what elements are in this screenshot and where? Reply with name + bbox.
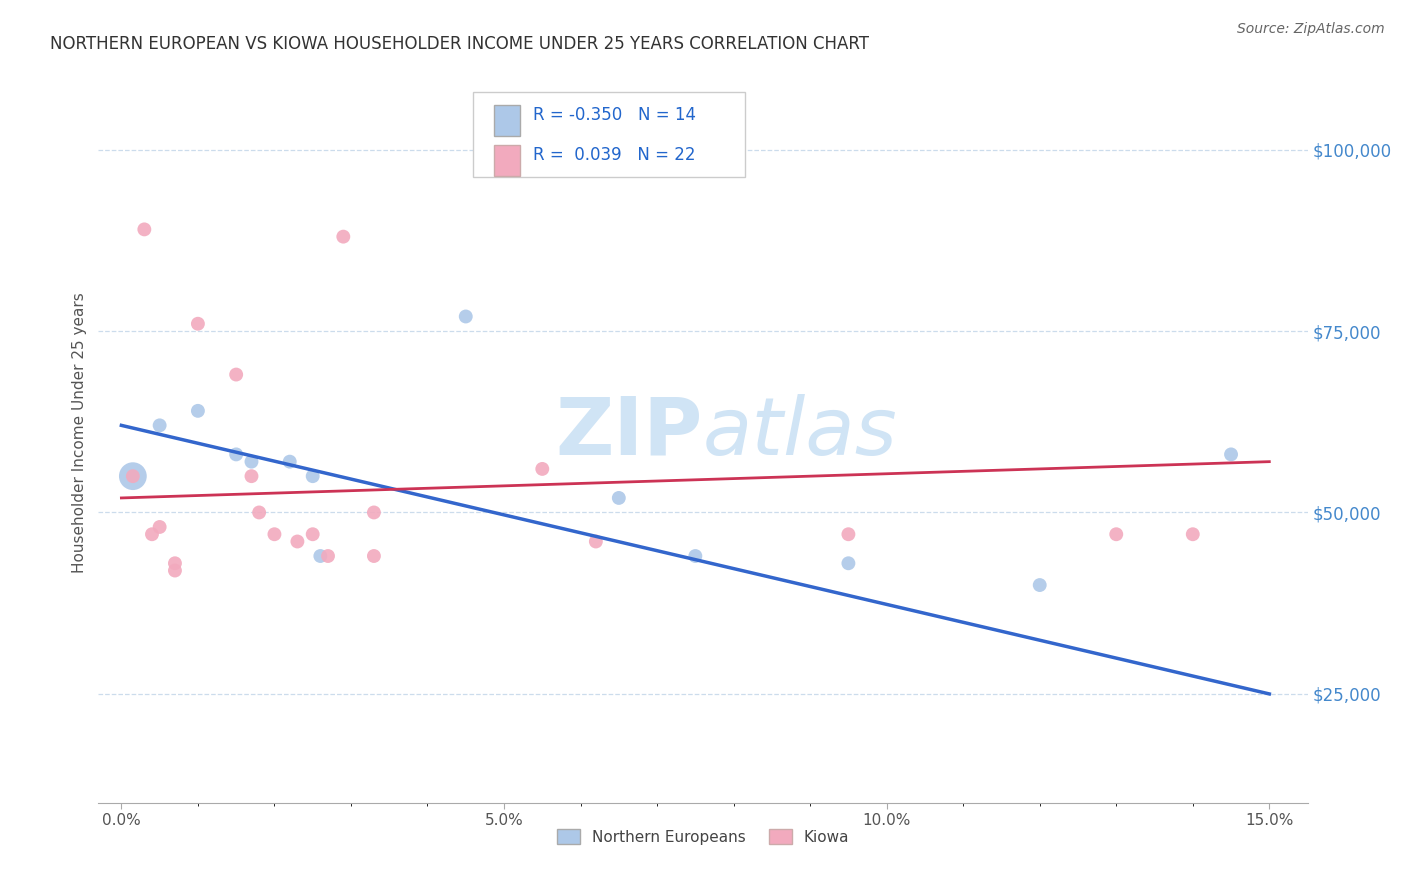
Point xyxy=(301,527,323,541)
Point xyxy=(363,549,385,563)
Text: ZIP: ZIP xyxy=(555,393,703,472)
Point xyxy=(149,418,172,433)
Point xyxy=(263,527,285,541)
Point xyxy=(163,556,186,570)
Point xyxy=(309,549,332,563)
FancyBboxPatch shape xyxy=(474,92,745,178)
Text: Source: ZipAtlas.com: Source: ZipAtlas.com xyxy=(1237,22,1385,37)
Point xyxy=(531,462,554,476)
Point xyxy=(121,469,143,483)
Point xyxy=(454,310,477,324)
Text: R =  0.039   N = 22: R = 0.039 N = 22 xyxy=(533,146,695,164)
Point xyxy=(837,556,859,570)
Point xyxy=(287,534,309,549)
Point xyxy=(225,447,247,461)
Point xyxy=(301,469,323,483)
Point xyxy=(187,317,209,331)
Point xyxy=(247,506,270,520)
FancyBboxPatch shape xyxy=(494,104,520,136)
Legend: Northern Europeans, Kiowa: Northern Europeans, Kiowa xyxy=(551,822,855,851)
Point xyxy=(278,455,301,469)
Point xyxy=(121,469,143,483)
Point xyxy=(149,520,172,534)
Point xyxy=(240,469,263,483)
Text: NORTHERN EUROPEAN VS KIOWA HOUSEHOLDER INCOME UNDER 25 YEARS CORRELATION CHART: NORTHERN EUROPEAN VS KIOWA HOUSEHOLDER I… xyxy=(51,35,869,53)
Point xyxy=(141,527,163,541)
Point xyxy=(1028,578,1050,592)
Text: atlas: atlas xyxy=(703,393,898,472)
Point xyxy=(1181,527,1204,541)
Point xyxy=(240,455,263,469)
FancyBboxPatch shape xyxy=(494,145,520,176)
Y-axis label: Householder Income Under 25 years: Householder Income Under 25 years xyxy=(72,293,87,573)
Point xyxy=(607,491,630,505)
Point xyxy=(1220,447,1243,461)
Point xyxy=(332,229,354,244)
Point xyxy=(316,549,339,563)
Point xyxy=(585,534,607,549)
Point xyxy=(187,404,209,418)
Point xyxy=(134,222,156,236)
Point xyxy=(1105,527,1128,541)
Point xyxy=(685,549,707,563)
Text: R = -0.350   N = 14: R = -0.350 N = 14 xyxy=(533,106,696,124)
Point xyxy=(837,527,859,541)
Point xyxy=(225,368,247,382)
Point xyxy=(163,564,186,578)
Point xyxy=(363,506,385,520)
